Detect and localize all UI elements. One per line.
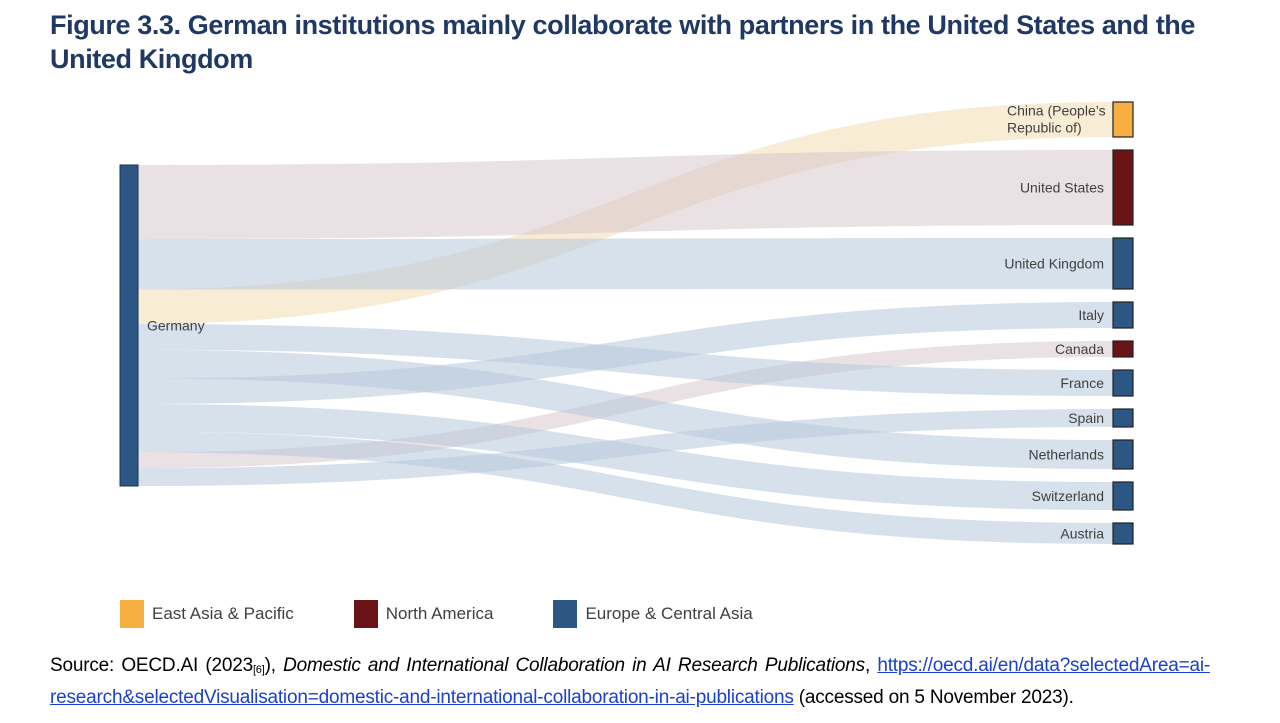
source-mid: ), — [264, 655, 284, 676]
sankey-link-united-states — [138, 150, 1113, 240]
sankey-nodes — [119, 101, 1134, 545]
sankey-node-italy — [1112, 301, 1134, 329]
source-link[interactable]: https://oecd.ai/en/data?selectedArea=ai-… — [50, 655, 1210, 708]
sankey-node-france — [1112, 369, 1134, 397]
node-label-germany: Germany — [147, 318, 205, 334]
node-label-austria: Austria — [1060, 526, 1104, 542]
legend: East Asia & Pacific North America Europe… — [120, 598, 813, 630]
sankey-node-canada — [1112, 340, 1134, 358]
source-prefix: Source: OECD.AI (2023 — [50, 655, 253, 676]
legend-item-europe: Europe & Central Asia — [553, 600, 753, 628]
source-sep: , — [864, 655, 878, 676]
sankey-node-china-people-s-republic-of — [1112, 101, 1134, 138]
sankey-links — [138, 102, 1113, 544]
sankey-node-switzerland — [1112, 481, 1134, 511]
sankey-node-netherlands — [1112, 439, 1134, 470]
sankey-link-united-kingdom — [138, 238, 1113, 290]
node-label-united-states: United States — [1020, 180, 1104, 196]
legend-swatch-north-america — [353, 600, 378, 628]
node-label-switzerland: Switzerland — [1032, 488, 1104, 504]
node-label-united-kingdom: United Kingdom — [1004, 256, 1104, 272]
node-label-france: France — [1060, 375, 1104, 391]
sankey-link-france — [138, 324, 1113, 396]
sankey-node-united-states — [1112, 149, 1134, 226]
sankey-node-spain — [1112, 408, 1134, 428]
legend-label-east-asia: East Asia & Pacific — [152, 604, 294, 623]
node-label-spain: Spain — [1068, 410, 1104, 426]
legend-item-north-america: North America — [353, 600, 494, 628]
node-label-canada: Canada — [1055, 341, 1104, 357]
sankey-chart: Germany China (People’s Republic of) United… — [119, 101, 1134, 545]
node-label-italy: Italy — [1078, 307, 1104, 323]
sankey-link-netherlands — [138, 349, 1113, 469]
sankey-node-austria — [1112, 522, 1134, 545]
figure-title: Figure 3.3. German institutions mainly c… — [50, 10, 1196, 74]
sankey-link-switzerland — [138, 404, 1113, 510]
legend-label-europe: Europe & Central Asia — [585, 604, 753, 623]
sankey-link-austria — [138, 431, 1113, 544]
sankey-labels: Germany China (People’s Republic of) United… — [147, 103, 1106, 542]
node-label-netherlands: Netherlands — [1029, 447, 1105, 463]
source-suffix: (accessed on 5 November 2023). — [793, 687, 1074, 708]
sankey-node-united-kingdom — [1112, 237, 1134, 290]
legend-item-east-asia: East Asia & Pacific — [120, 600, 294, 628]
legend-swatch-europe — [553, 600, 578, 628]
node-label-china-people-s-republic-of: China (People’s Republic of) — [1007, 103, 1106, 136]
legend-swatch-east-asia — [120, 600, 144, 628]
legend-label-north-america: North America — [385, 604, 494, 623]
source-note: Source: OECD.AI (2023[6]), Domestic and … — [50, 652, 1210, 711]
sankey-node-germany — [119, 164, 139, 487]
source-title: Domestic and International Collaboration… — [283, 655, 865, 676]
source-ref: [6] — [252, 664, 265, 676]
